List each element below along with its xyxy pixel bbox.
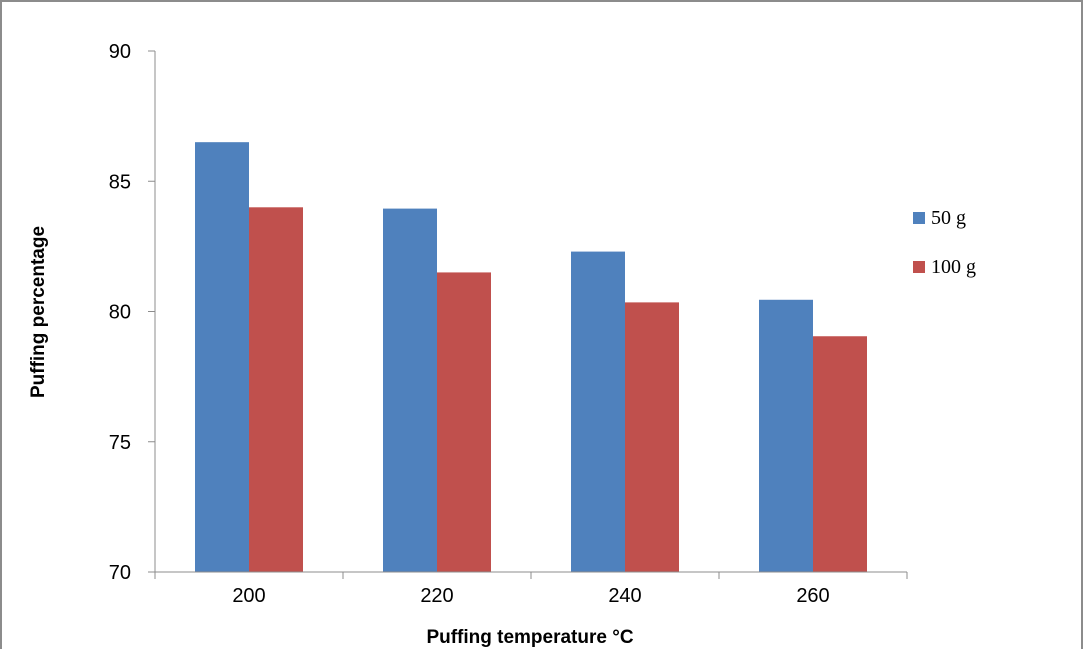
bar-50g-260 — [759, 299, 813, 572]
x-tick-label-200: 200 — [232, 585, 265, 607]
axes: 70 75 80 85 90 200 220 240 260 — [109, 41, 908, 607]
plot-area — [195, 142, 867, 573]
bar-100g-260 — [813, 336, 867, 572]
legend-label-100g: 100 g — [931, 256, 976, 278]
bar-50g-240 — [571, 251, 625, 572]
x-tick-label-260: 260 — [796, 585, 829, 607]
legend: 50 g 100 g — [913, 207, 976, 278]
legend-label-50g: 50 g — [931, 207, 966, 229]
y-tick-label-70: 70 — [109, 562, 131, 584]
bar-100g-220 — [437, 272, 491, 572]
y-axis-title: Puffing percentage — [28, 226, 49, 398]
y-tick-label-75: 75 — [109, 432, 131, 454]
x-tick-label-240: 240 — [608, 585, 641, 607]
y-tick-label-90: 90 — [109, 41, 131, 63]
legend-swatch-100g — [913, 261, 925, 273]
bar-50g-200 — [195, 142, 249, 573]
bar-100g-200 — [249, 207, 303, 573]
y-tick-label-85: 85 — [109, 171, 131, 193]
x-axis-title: Puffing temperature °C — [426, 627, 633, 648]
bar-50g-220 — [383, 208, 437, 573]
y-tick-label-80: 80 — [109, 302, 131, 324]
x-tick-label-220: 220 — [420, 585, 453, 607]
bar-100g-240 — [625, 302, 679, 572]
legend-swatch-50g — [913, 212, 925, 224]
